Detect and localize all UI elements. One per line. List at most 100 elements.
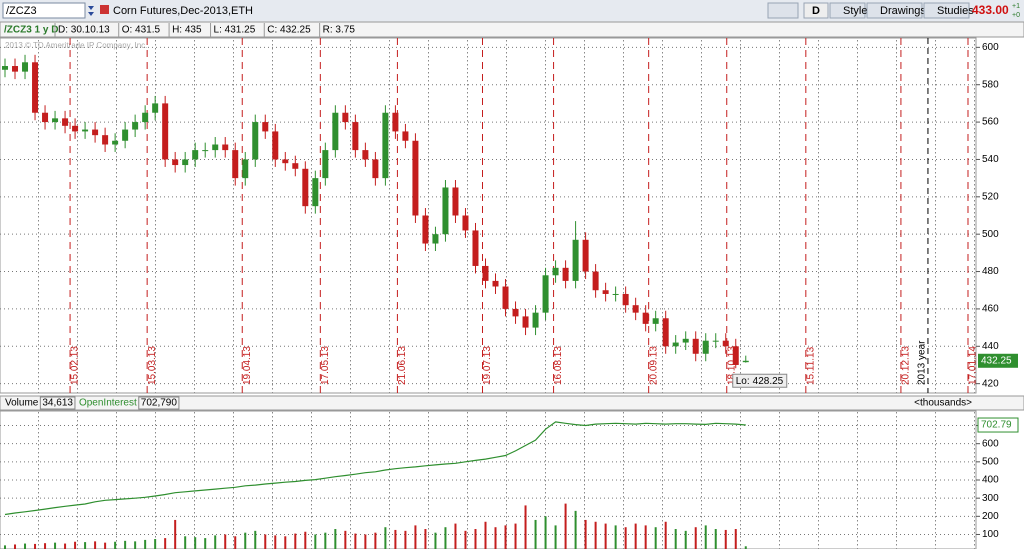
symbol-box[interactable] — [2, 2, 86, 19]
volume-bar — [184, 536, 187, 549]
volume-bar — [354, 533, 357, 549]
candle-body — [622, 293, 629, 306]
candle-body — [462, 215, 469, 231]
volume-bar — [674, 529, 677, 549]
symbol[interactable]: /ZCZ3 — [6, 5, 37, 17]
candle-body — [52, 118, 59, 123]
volume-bar — [274, 535, 277, 549]
candle-body — [202, 150, 209, 152]
volume-bar — [574, 510, 577, 549]
candle-body — [612, 293, 619, 295]
button[interactable] — [829, 2, 866, 19]
volume-bar — [214, 535, 217, 549]
volume-bar — [464, 530, 467, 549]
volume-plot — [0, 421, 976, 549]
period-label: 17.05.13 — [320, 346, 331, 385]
candle-body — [92, 129, 99, 136]
y-tick-label: 100 — [982, 529, 999, 540]
y-tick-label: 520 — [982, 191, 999, 202]
volume-bar — [324, 532, 327, 549]
info-field: D: 30.10.13 — [58, 25, 110, 36]
volume-bar — [654, 527, 657, 549]
candle-body — [492, 280, 499, 287]
button-label[interactable]: Drawings — [880, 5, 926, 17]
candle-body — [472, 230, 479, 266]
candle-body — [42, 112, 49, 123]
volume-bar — [724, 529, 727, 549]
volume-bar — [104, 542, 107, 549]
button-label[interactable]: Style — [843, 5, 867, 17]
candle-body — [252, 122, 259, 160]
volume-bar — [644, 525, 647, 549]
low-label: Lo: — [736, 376, 750, 387]
volume-bar — [694, 527, 697, 549]
tool-icons[interactable] — [767, 2, 799, 19]
volume-bar — [304, 531, 307, 549]
button[interactable] — [803, 2, 829, 19]
candle-body — [442, 187, 449, 235]
candle-body — [452, 187, 459, 216]
volume-bar — [194, 537, 197, 549]
volume-bar — [634, 523, 637, 549]
button-label[interactable]: D — [812, 5, 820, 17]
volume-bar — [734, 529, 737, 549]
candle-body — [122, 129, 129, 141]
volume-bar — [704, 525, 707, 549]
volume-bar — [504, 525, 507, 549]
volume-bar — [594, 521, 597, 549]
volume-bar — [434, 532, 437, 549]
value-badge — [977, 417, 1019, 433]
candle-body — [662, 318, 669, 347]
volume-bar — [474, 529, 477, 549]
change: +1 — [1012, 3, 1020, 10]
legend-value: 34,613 — [42, 398, 73, 409]
y-tick-label: 420 — [982, 378, 999, 389]
lower-header — [0, 395, 1024, 411]
candle-body — [182, 159, 189, 166]
candle-body — [262, 122, 269, 132]
candle-body — [2, 66, 9, 70]
volume-bar — [84, 542, 87, 549]
y-tick-label: 560 — [982, 117, 999, 128]
price-badge-label: 432.25 — [981, 355, 1012, 366]
low-value: 428.25 — [753, 376, 784, 387]
candle-body — [502, 286, 509, 309]
candle-body — [682, 338, 689, 343]
y-tick-label: 300 — [982, 493, 999, 504]
period-label: 19.07.13 — [482, 346, 493, 385]
candle-body — [562, 267, 569, 281]
candle-body — [512, 308, 519, 317]
period-label: 19.04.13 — [242, 346, 253, 385]
candle-body — [332, 112, 339, 151]
candle-body — [732, 346, 739, 365]
candle-body — [132, 122, 139, 130]
candle-body — [162, 103, 169, 160]
candle-body — [192, 150, 199, 160]
volume-bar — [444, 527, 447, 549]
period-label: 21.06.13 — [397, 346, 408, 385]
y-tick-label: 460 — [982, 304, 999, 315]
period-label: 20.09.13 — [648, 346, 659, 385]
candle-body — [712, 340, 719, 342]
candle-body — [722, 340, 729, 347]
volume-bar — [494, 527, 497, 549]
candle-body — [112, 140, 119, 145]
button-label[interactable]: Studies — [937, 5, 974, 17]
candle-body — [12, 66, 19, 72]
candle-body — [342, 112, 349, 123]
symbol-arrows[interactable] — [88, 6, 94, 16]
volume-bar — [234, 536, 237, 549]
volume-bar — [254, 530, 257, 549]
period-label: 15.02.13 — [70, 346, 81, 385]
candle-body — [392, 112, 399, 132]
volume-bar — [414, 525, 417, 549]
volume-bar — [134, 541, 137, 549]
y-tick-label: 200 — [982, 511, 999, 522]
volume-bar — [394, 529, 397, 549]
button[interactable] — [866, 2, 923, 19]
candle-body — [272, 131, 279, 160]
button[interactable] — [923, 2, 970, 19]
volume-bar — [174, 519, 177, 549]
year-label: 2013 year — [917, 340, 928, 385]
